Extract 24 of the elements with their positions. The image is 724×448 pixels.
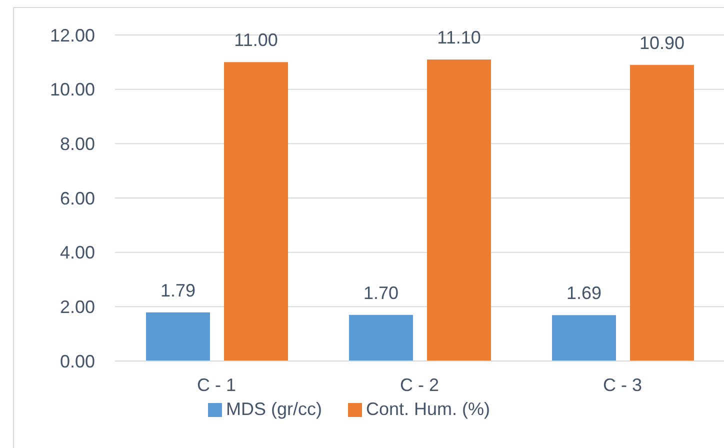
y-tick-label: 0.00	[60, 351, 95, 372]
data-label: 1.70	[363, 282, 399, 303]
bar	[224, 62, 288, 361]
bar	[349, 314, 413, 361]
legend-label: MDS (gr/cc)	[226, 399, 322, 419]
bar	[427, 59, 491, 361]
data-label: 1.79	[160, 280, 196, 300]
y-tick-label: 8.00	[60, 134, 95, 154]
data-label: 11.00	[234, 30, 278, 50]
bar	[146, 312, 210, 361]
data-label: 1.69	[566, 283, 602, 304]
y-tick-label: 6.00	[60, 188, 95, 208]
bar	[552, 315, 616, 361]
bar	[630, 64, 694, 361]
y-tick-label: 2.00	[60, 297, 95, 318]
data-label: 11.10	[437, 27, 481, 48]
legend-label: Cont. Hum. (%)	[366, 399, 490, 419]
y-tick-label: 4.00	[60, 242, 95, 263]
x-tick-label: C - 3	[602, 374, 642, 395]
x-tick-label: C - 2	[400, 374, 440, 395]
data-label: 10.90	[639, 32, 685, 53]
y-tick-label: 12.00	[50, 25, 95, 46]
y-tick-label: 10.00	[50, 80, 95, 100]
x-tick-label: C - 1	[196, 374, 236, 395]
